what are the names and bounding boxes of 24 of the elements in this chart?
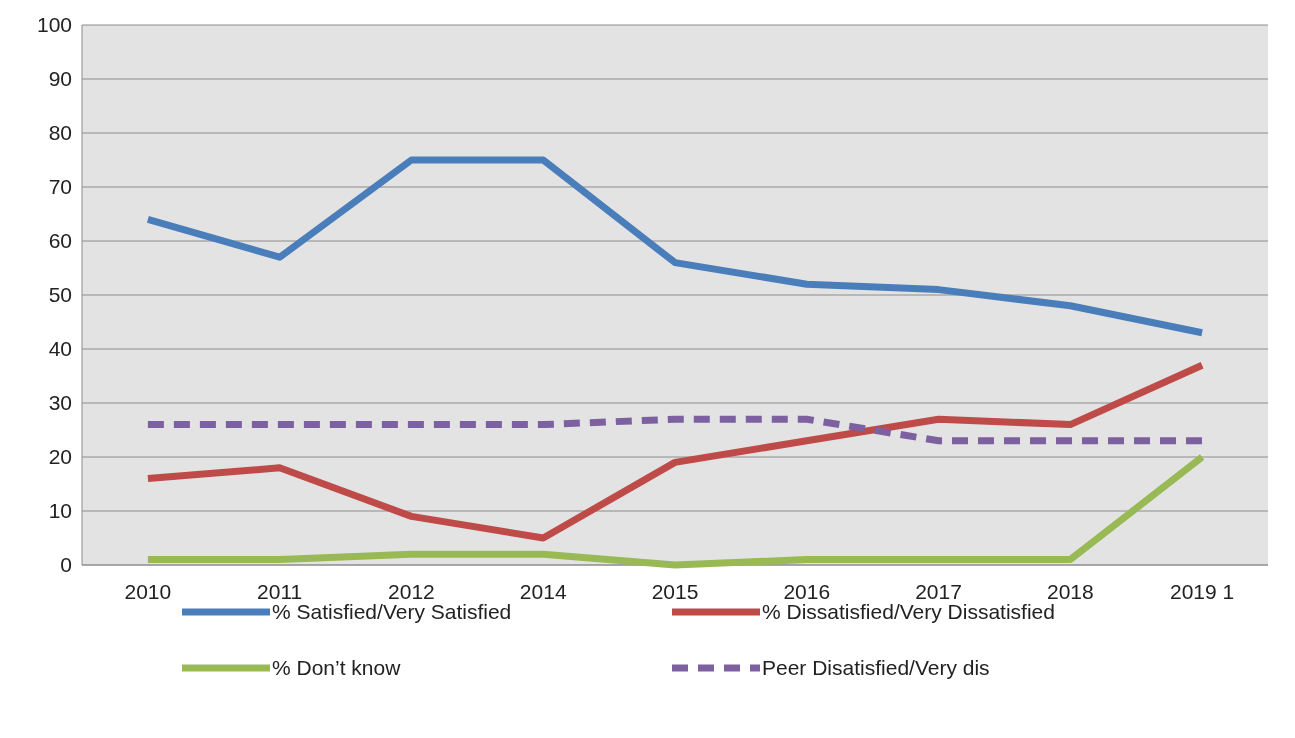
legend-label: % Dissatisfied/Very Dissatisfied: [762, 600, 1055, 624]
y-tick-label: 0: [60, 553, 72, 577]
y-tick-label: 50: [48, 283, 72, 307]
y-tick-label: 70: [48, 175, 72, 199]
y-tick-label: 60: [48, 229, 72, 253]
y-tick-label: 30: [48, 391, 72, 415]
x-tick-label: 2010: [124, 580, 172, 603]
x-tick-label: 2012: [388, 580, 435, 603]
x-tick-label: 2015: [651, 580, 699, 603]
x-tick-label: 2019 1: [1169, 580, 1235, 603]
x-tick-label: 2016: [783, 580, 831, 603]
y-tick-label: 90: [48, 67, 72, 91]
legend-label: Peer Disatisfied/Very dis: [762, 656, 990, 680]
x-tick-label: 2011: [257, 580, 303, 603]
x-tick-label: 2014: [519, 580, 567, 603]
y-tick-label: 40: [48, 337, 72, 361]
x-tick-label: 2018: [1046, 580, 1094, 603]
y-tick-label: 80: [48, 121, 72, 145]
y-tick-label: 100: [36, 13, 72, 37]
legend-label: % Don’t know: [272, 656, 402, 680]
legend-label: % Satisfied/Very Satisfied: [272, 600, 512, 624]
x-tick-label: 2017: [915, 580, 962, 603]
y-tick-label: 20: [48, 445, 72, 469]
y-tick-label: 10: [48, 499, 72, 523]
